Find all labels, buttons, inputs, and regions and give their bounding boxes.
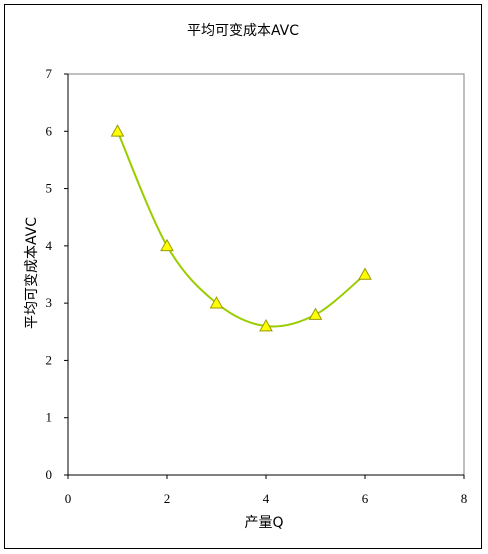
x-tick-label: 2 (164, 491, 171, 506)
x-axis-title: 产量Q (244, 515, 283, 531)
data-point-marker (160, 238, 174, 252)
data-point-marker (259, 319, 273, 332)
chart-title: 平均可变成本AVC (187, 23, 299, 39)
y-tick-label: 6 (46, 123, 53, 138)
y-axis: 0 1 2 3 4 5 6 7 (46, 66, 69, 482)
x-tick-label: 6 (362, 491, 369, 506)
series-markers (110, 124, 372, 332)
y-tick-label: 5 (46, 181, 53, 196)
data-point-marker (209, 296, 224, 309)
x-tick-label: 0 (65, 491, 72, 506)
y-tick-label: 0 (46, 467, 53, 482)
y-tick-label: 4 (46, 238, 53, 253)
x-tick-label: 4 (263, 491, 270, 506)
plot-area (67, 73, 465, 476)
x-axis: 0 2 4 6 8 (65, 474, 468, 506)
y-tick-label: 3 (46, 295, 53, 310)
y-tick-label: 1 (46, 410, 53, 425)
y-axis-title: 平均可变成本AVC (24, 217, 40, 329)
y-tick-label: 7 (46, 66, 53, 81)
series-line-avc (116, 130, 366, 328)
y-tick-label: 2 (46, 352, 53, 367)
x-tick-label: 8 (461, 491, 468, 506)
data-point-marker (358, 267, 372, 280)
data-point-marker (308, 307, 323, 320)
data-point-marker (110, 124, 125, 137)
